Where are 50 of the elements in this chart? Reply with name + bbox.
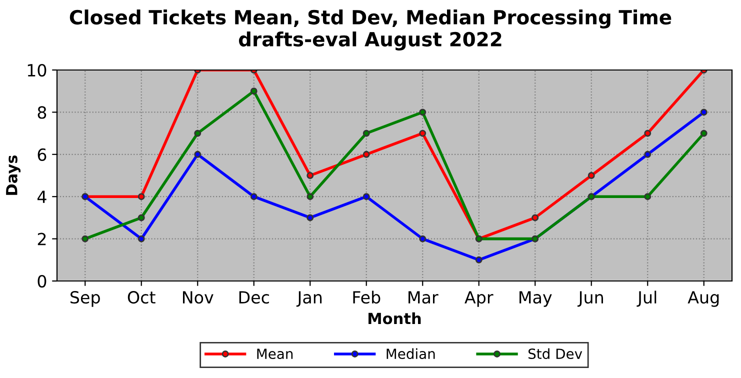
chart-subtitle: drafts-eval August 2022 (238, 32, 502, 50)
point (362, 193, 370, 200)
point (700, 108, 708, 116)
point (194, 130, 202, 137)
legend-label: Median (386, 348, 435, 360)
y-tick-label: 2 (38, 232, 46, 246)
point (194, 150, 202, 158)
point (588, 172, 595, 179)
point (644, 130, 652, 137)
y-tick-label: 0 (38, 274, 46, 288)
point (250, 88, 258, 95)
point (532, 214, 539, 222)
x-axis-title: Month (368, 312, 421, 324)
point (306, 193, 314, 200)
x-tick-label: Dec (239, 291, 269, 304)
x-tick-label: Sep (70, 291, 100, 307)
y-tick-label: 10 (28, 64, 46, 77)
point (306, 214, 314, 222)
y-tick-label: 4 (37, 190, 46, 203)
point (362, 150, 370, 158)
x-tick-label: Apr (464, 291, 494, 307)
point (362, 130, 370, 137)
point (250, 193, 258, 200)
x-tick-label: Oct (128, 291, 156, 304)
point (138, 235, 145, 242)
x-tick-label: Jul (636, 290, 656, 307)
x-tick-label: Jun (577, 291, 603, 307)
point (306, 172, 314, 179)
chart-title: Closed Tickets Mean, Std Dev, Median Processing Time (70, 10, 672, 28)
point (419, 235, 426, 242)
point (82, 235, 89, 242)
y-tick-label: 8 (38, 106, 46, 119)
point (475, 256, 482, 264)
point (138, 193, 145, 200)
point (644, 150, 652, 158)
y-axis-title: Days (6, 155, 21, 195)
point (700, 130, 708, 137)
x-tick-label: Feb (353, 290, 380, 304)
x-tick-label: May (520, 291, 552, 307)
x-tick-label: Aug (688, 291, 719, 307)
legend-label: Std Dev (528, 348, 582, 360)
x-tick-label: Jan (296, 291, 322, 307)
point (644, 193, 652, 200)
point (138, 214, 145, 222)
y-tick-label: 6 (38, 148, 46, 161)
x-tick-label: Mar (408, 291, 438, 304)
legend-label: Mean (257, 348, 293, 360)
point (419, 130, 426, 137)
x-tick-label: Nov (182, 291, 214, 304)
point (419, 108, 426, 116)
